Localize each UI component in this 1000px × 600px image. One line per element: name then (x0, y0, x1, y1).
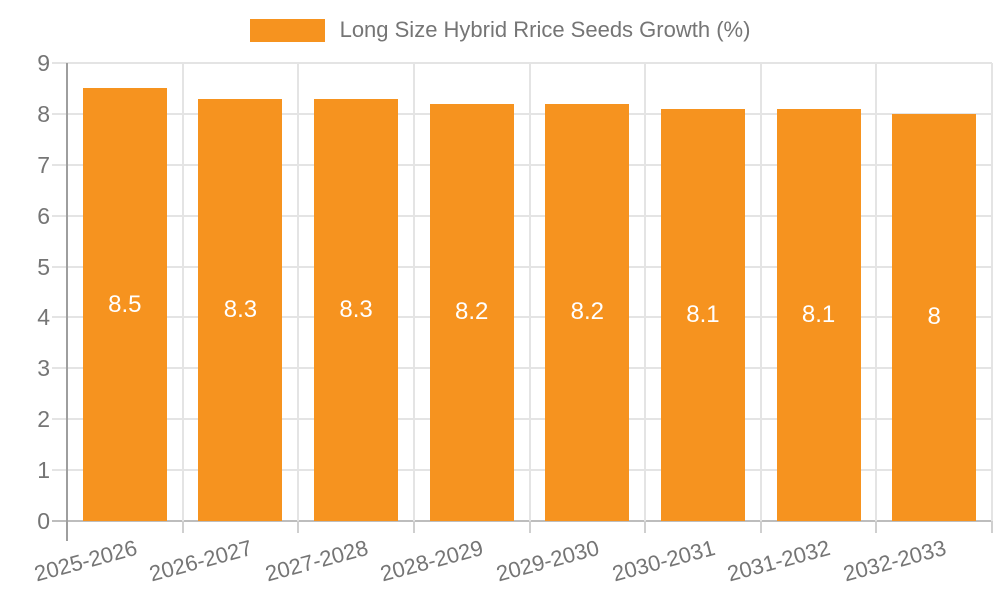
x-tick (297, 521, 300, 533)
bar-value-label: 8 (927, 303, 941, 331)
y-tick-label: 8 (37, 100, 50, 127)
y-tick-label: 2 (37, 406, 50, 433)
bar (314, 98, 399, 521)
y-tick-label: 7 (37, 151, 50, 178)
x-tick-label: 2029-2030 (493, 535, 602, 587)
x-tick (412, 521, 415, 533)
y-axis-line (66, 63, 68, 541)
x-gridline (297, 63, 300, 521)
y-tick-label: 6 (37, 202, 50, 229)
y-tick-label: 3 (37, 355, 50, 382)
x-gridline (412, 63, 415, 521)
plot-area: 0 1 2 3 4 5 6 7 8 9 8.5 2025-2026 8.3 2026-2027 8.3 202… (31, 50, 993, 586)
y-tick-label: 9 (37, 50, 50, 76)
x-tick-label: 2031-2032 (724, 535, 834, 587)
bar-value-label: 8.5 (108, 290, 142, 318)
bar (660, 108, 745, 521)
bar-value-label: 8.1 (801, 300, 836, 328)
x-tick-label: 2030-2031 (609, 535, 718, 587)
x-tick-label: 2025-2026 (31, 535, 140, 587)
bar-value-label: 8.3 (223, 295, 258, 323)
legend-label: Long Size Hybrid Rrice Seeds Growth (%) (339, 17, 751, 42)
bar (82, 88, 167, 521)
x-gridline (181, 63, 184, 521)
bar (776, 108, 861, 521)
x-tick-label: 2026-2027 (146, 535, 255, 587)
y-tick-label: 5 (37, 253, 50, 280)
y-gridline (52, 163, 992, 166)
x-tick (875, 521, 878, 533)
x-tick-label: 2027-2028 (262, 535, 371, 587)
y-gridline (52, 112, 992, 115)
x-tick-label: 2028-2029 (378, 535, 487, 587)
y-gridline (52, 265, 992, 268)
x-gridline (644, 63, 647, 521)
x-gridline (528, 63, 531, 521)
x-gridline (875, 63, 878, 521)
y-tick-label: 1 (37, 457, 50, 484)
legend-swatch (249, 18, 325, 42)
x-gridline (991, 63, 993, 521)
x-tick (991, 521, 993, 533)
bar (545, 103, 630, 521)
x-tick (528, 521, 531, 533)
y-tick-label: 0 (37, 508, 50, 534)
bar (198, 98, 283, 521)
x-tick (759, 521, 762, 533)
chart-legend: Long Size Hybrid Rrice Seeds Growth (%) (0, 17, 1000, 43)
bar-value-label: 8.2 (570, 298, 604, 326)
y-gridline (52, 418, 992, 421)
bar (892, 113, 977, 521)
y-gridline (52, 214, 992, 217)
bar-value-label: 8.1 (686, 300, 720, 328)
y-gridline (52, 62, 992, 64)
x-tick-label: 2032-2033 (840, 535, 949, 587)
y-gridline (52, 367, 992, 370)
bar-value-label: 8.2 (455, 298, 489, 326)
x-tick (644, 521, 647, 533)
x-tick (181, 521, 184, 533)
x-gridline (759, 63, 762, 521)
y-gridline (52, 520, 992, 522)
y-gridline (52, 469, 992, 472)
bar-value-label: 8.3 (339, 295, 373, 323)
y-gridline (52, 316, 992, 319)
y-tick-label: 4 (37, 304, 50, 331)
bar (429, 103, 514, 521)
